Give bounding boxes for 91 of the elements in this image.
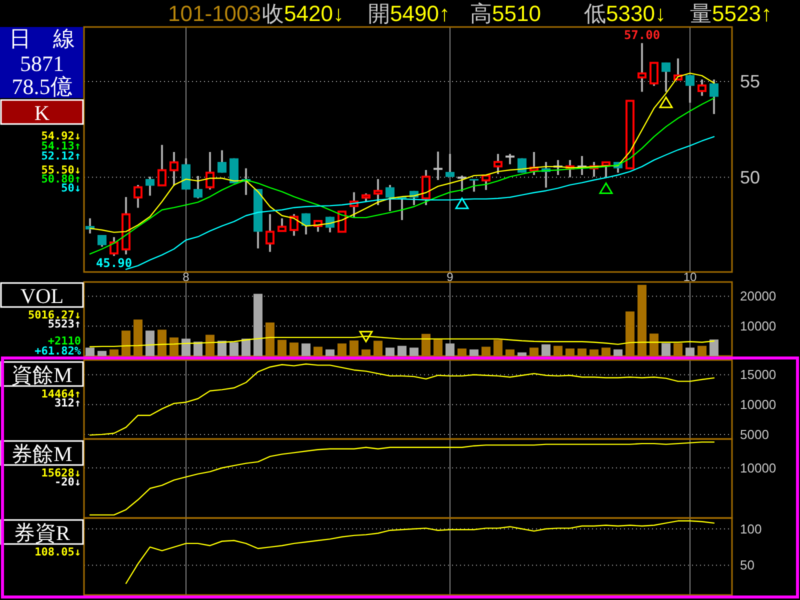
candlestick bbox=[494, 152, 502, 176]
bar bbox=[398, 346, 406, 356]
candlestick bbox=[158, 144, 166, 186]
candlestick bbox=[146, 176, 154, 197]
chart-title: 券餘M bbox=[12, 442, 73, 466]
y-tick-label: 55 bbox=[740, 71, 760, 92]
candlestick bbox=[422, 169, 430, 206]
text: 5523↑ bbox=[48, 318, 81, 330]
text: 5871 bbox=[20, 51, 64, 76]
point bbox=[659, 96, 673, 108]
point bbox=[599, 182, 613, 194]
line-series bbox=[89, 98, 715, 255]
candlestick bbox=[218, 149, 226, 174]
bar bbox=[182, 338, 190, 356]
bar bbox=[710, 339, 718, 356]
chart-title: 資餘M bbox=[12, 363, 73, 387]
candlestick bbox=[698, 78, 706, 97]
bar bbox=[446, 343, 454, 356]
text: 高5510 bbox=[470, 1, 541, 26]
y-tick-label: 100 bbox=[740, 521, 762, 536]
text: +61.82% bbox=[34, 344, 82, 358]
candlestick bbox=[650, 62, 658, 87]
candlestick bbox=[266, 213, 274, 253]
bar bbox=[242, 338, 250, 356]
text: 54.92↓ bbox=[41, 130, 81, 142]
bar bbox=[386, 348, 394, 356]
point bbox=[455, 198, 469, 210]
y-tick-label: 5000 bbox=[740, 426, 769, 442]
candlestick bbox=[638, 42, 646, 93]
candlestick bbox=[686, 74, 694, 104]
annotation: 45.90 bbox=[96, 256, 132, 270]
candlestick bbox=[338, 210, 346, 233]
bar bbox=[146, 330, 154, 356]
candlestick bbox=[710, 78, 718, 116]
y-tick-label: 20000 bbox=[740, 288, 776, 304]
candlestick bbox=[206, 150, 214, 191]
candlestick bbox=[470, 178, 478, 193]
text: 52.12↑ bbox=[41, 150, 81, 162]
bar bbox=[326, 349, 334, 356]
candlestick bbox=[170, 150, 178, 187]
text: K bbox=[34, 101, 50, 125]
chart-title: 券資R bbox=[14, 521, 70, 545]
text: 開5490↑ bbox=[368, 1, 450, 26]
bar bbox=[686, 348, 694, 356]
y-tick-label: 10000 bbox=[740, 318, 776, 334]
y-tick-label: 15000 bbox=[740, 367, 776, 382]
candlestick bbox=[134, 184, 142, 209]
candlestick bbox=[194, 174, 202, 200]
x-tick-label: 9 bbox=[446, 270, 454, 284]
candlestick bbox=[482, 174, 490, 191]
y-tick-label: 10000 bbox=[740, 397, 776, 412]
bar bbox=[302, 343, 310, 356]
candlestick bbox=[662, 61, 670, 93]
candlestick bbox=[290, 213, 298, 237]
text: 78.5億 bbox=[12, 74, 72, 99]
candlestick bbox=[374, 178, 382, 206]
y-tick-label: 50 bbox=[740, 558, 754, 573]
text: 54.13↑ bbox=[41, 140, 81, 152]
text: +2110 bbox=[48, 334, 81, 348]
bar bbox=[470, 349, 478, 356]
text: 101-1003 bbox=[168, 1, 261, 26]
text: 108.05↓ bbox=[34, 546, 81, 558]
text: -20↓ bbox=[54, 476, 81, 488]
annotation: 57.00 bbox=[624, 28, 660, 42]
bar bbox=[662, 343, 670, 356]
bar bbox=[518, 352, 526, 356]
bar bbox=[254, 294, 262, 356]
text: 量5523↑ bbox=[690, 1, 772, 26]
chart-title: VOL bbox=[20, 284, 64, 308]
bar bbox=[614, 349, 622, 356]
candlestick bbox=[302, 212, 310, 236]
candlestick bbox=[98, 234, 106, 248]
candlestick bbox=[110, 236, 118, 257]
bar bbox=[542, 344, 550, 356]
bar bbox=[194, 342, 202, 356]
text: 日 線 bbox=[9, 26, 75, 51]
bar bbox=[410, 348, 418, 356]
bar bbox=[86, 348, 94, 356]
bar bbox=[218, 340, 226, 356]
candlestick bbox=[386, 184, 394, 212]
x-tick-label: 8 bbox=[182, 270, 190, 284]
bar bbox=[98, 350, 106, 356]
bar bbox=[230, 342, 238, 356]
x-tick-label: 10 bbox=[683, 270, 697, 284]
text: 收5420↓ bbox=[262, 1, 344, 26]
text: 50↓ bbox=[61, 182, 81, 194]
text: 312↑ bbox=[54, 396, 81, 410]
candlestick bbox=[278, 217, 286, 232]
y-tick-label: 50 bbox=[740, 167, 760, 188]
text: 低5330↓ bbox=[584, 1, 666, 26]
candlestick bbox=[446, 152, 454, 178]
